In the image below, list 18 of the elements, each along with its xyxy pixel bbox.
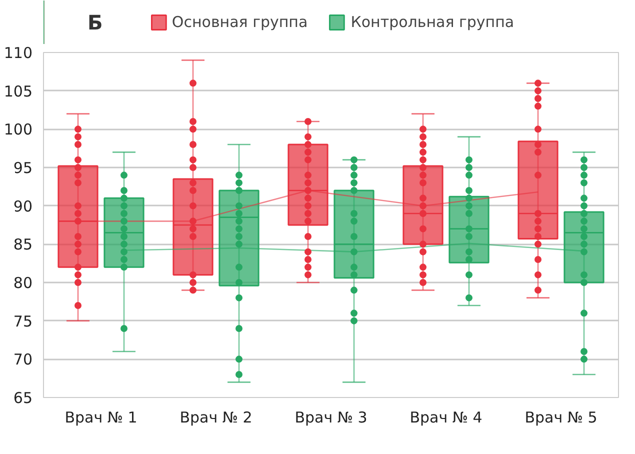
y-tick-label: 90	[13, 197, 33, 216]
x-tick-label: Врач № 4	[410, 408, 482, 426]
x-tick-label: Врач № 5	[524, 408, 598, 426]
y-tick-label: 65	[13, 389, 33, 407]
y-tick-label: 105	[4, 82, 33, 100]
y-tick-label: 100	[4, 120, 33, 139]
x-tick-label: Врач № 2	[180, 408, 252, 426]
y-tick-label: 80	[13, 274, 33, 292]
y-tick-label: 70	[13, 350, 33, 369]
legend-label: Контрольная группа	[350, 13, 514, 31]
y-tick-label: 110	[4, 44, 33, 62]
chart-title: Б	[88, 10, 103, 34]
y-tick-label: 95	[13, 159, 33, 177]
x-tick-label: Врач № 1	[64, 408, 138, 426]
y-tick-label: 85	[13, 236, 33, 254]
x-tick-label: Врач № 3	[294, 408, 368, 426]
y-tick-label: 75	[13, 312, 33, 330]
legend-label: Основная группа	[172, 13, 308, 31]
